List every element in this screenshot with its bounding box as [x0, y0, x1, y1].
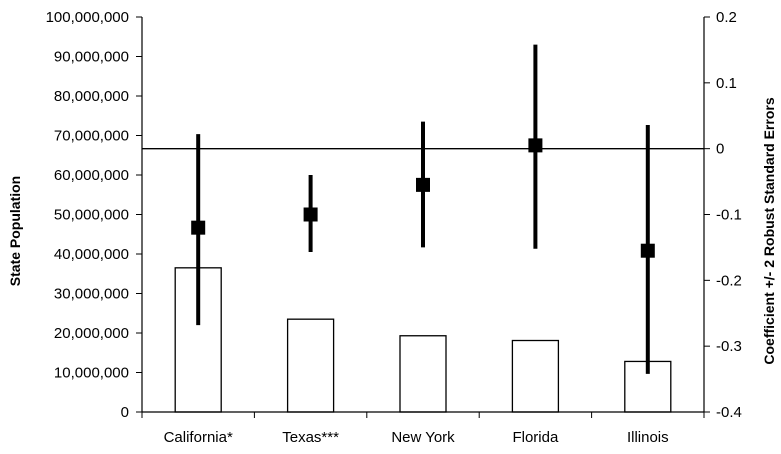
coefficient-marker-3	[528, 138, 543, 153]
x-tick-label-4: Illinois	[627, 429, 669, 446]
y-tick-label-10: 100,000,000	[46, 9, 129, 26]
bar-2	[399, 335, 447, 413]
y2-tick-label-1: -0.3	[716, 338, 742, 355]
y-tick-label-2: 20,000,000	[54, 325, 129, 342]
x-tick-label-1: Texas***	[282, 429, 339, 446]
y-tick-label-7: 70,000,000	[54, 128, 129, 145]
y-tick-label-0: 0	[121, 404, 129, 421]
coefficient-marker-0	[191, 220, 206, 235]
y2-tick-label-3: -0.1	[716, 207, 742, 224]
y2-axis-title: Coefficient +/- 2 Robust Standard Errors	[761, 97, 777, 364]
y-tick-label-9: 90,000,000	[54, 49, 129, 66]
y-tick-label-1: 10,000,000	[54, 365, 129, 382]
x-tick-label-2: New York	[391, 429, 455, 446]
bars-layer	[174, 267, 672, 413]
x-tick-label-3: Florida	[512, 429, 559, 446]
y-tick-label-4: 40,000,000	[54, 246, 129, 263]
y-tick-label-8: 80,000,000	[54, 88, 129, 105]
coefficient-marker-1	[303, 207, 318, 222]
coefficient-marker-4	[640, 243, 655, 258]
y2-tick-label-5: 0.1	[716, 75, 737, 92]
y2-tick-label-4: 0	[716, 141, 724, 158]
bar-3	[511, 339, 560, 413]
y-axis-title: State Population	[7, 176, 23, 286]
bar-1	[286, 318, 335, 413]
y2-tick-label-0: -0.4	[716, 404, 742, 421]
labels-layer: 0 10,000,000 20,000,000 30,000,000 40,000,00…	[46, 9, 742, 446]
x-tick-label-0: California*	[164, 429, 233, 446]
y-tick-label-5: 50,000,000	[54, 207, 129, 224]
coefficient-marker-2	[416, 177, 430, 192]
y2-tick-label-6: 0.2	[716, 9, 737, 26]
y-tick-label-3: 30,000,000	[54, 286, 129, 303]
errorbars-layer	[191, 44, 655, 374]
y-tick-label-6: 60,000,000	[54, 167, 129, 184]
y2-tick-label-2: -0.2	[716, 272, 742, 289]
